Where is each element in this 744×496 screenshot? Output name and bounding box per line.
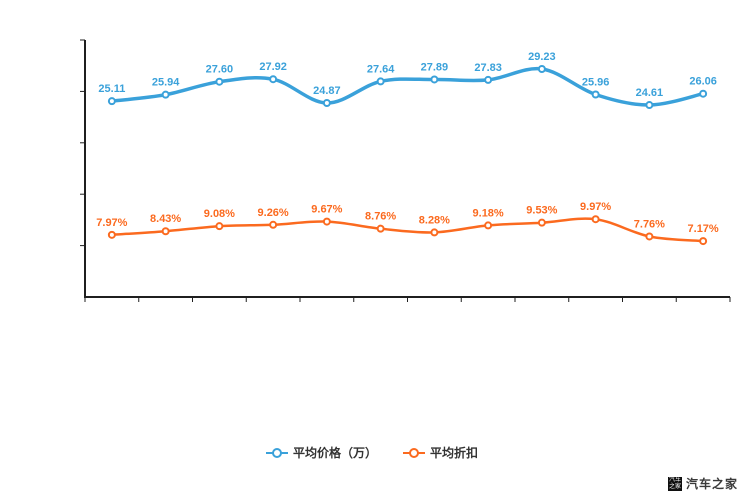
svg-text:7.97%: 7.97%: [96, 217, 127, 229]
svg-text:9.26%: 9.26%: [258, 207, 289, 219]
svg-text:7.76%: 7.76%: [634, 218, 665, 230]
chart-legend: 平均价格（万） 平均折扣: [0, 444, 744, 461]
svg-text:27.64: 27.64: [367, 63, 395, 75]
watermark-text: 汽车之家: [685, 477, 738, 491]
svg-text:24.87: 24.87: [313, 85, 341, 97]
svg-text:9.08%: 9.08%: [204, 208, 235, 220]
watermark: 汽车之家 汽车之家: [667, 475, 738, 492]
legend-line-dot-icon: [403, 447, 425, 458]
svg-text:25.96: 25.96: [582, 77, 610, 89]
legend-label-average-discount: 平均折扣: [430, 446, 479, 460]
svg-text:9.18%: 9.18%: [473, 207, 504, 219]
svg-text:25.11: 25.11: [98, 83, 125, 95]
autohome-logo-icon: 汽车之家: [667, 476, 682, 491]
svg-text:27.92: 27.92: [259, 61, 287, 73]
svg-text:8.76%: 8.76%: [365, 211, 396, 223]
svg-text:27.83: 27.83: [474, 62, 502, 74]
svg-text:24.61: 24.61: [636, 87, 664, 99]
svg-text:27.60: 27.60: [206, 64, 234, 76]
svg-text:7.17%: 7.17%: [688, 223, 719, 235]
legend-line-dot-icon: [265, 447, 288, 458]
svg-text:9.97%: 9.97%: [580, 201, 611, 213]
legend-label-average-price: 平均价格（万）: [292, 446, 377, 460]
svg-text:8.43%: 8.43%: [150, 213, 181, 225]
svg-text:9.67%: 9.67%: [311, 204, 342, 216]
svg-text:27.89: 27.89: [421, 61, 449, 73]
legend-item-average-price[interactable]: 平均价格（万）: [265, 444, 377, 461]
svg-text:8.28%: 8.28%: [419, 214, 450, 226]
legend-item-average-discount[interactable]: 平均折扣: [403, 444, 478, 461]
svg-text:29.23: 29.23: [528, 51, 556, 63]
svg-text:9.53%: 9.53%: [526, 205, 557, 217]
svg-text:25.94: 25.94: [152, 77, 180, 89]
svg-text:26.06: 26.06: [689, 76, 717, 88]
